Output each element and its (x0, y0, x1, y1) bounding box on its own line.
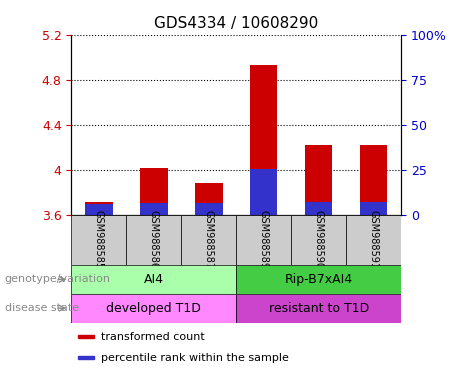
Bar (195, 203, 223, 215)
Bar (85, 202, 112, 215)
Text: AI4: AI4 (144, 273, 164, 286)
Bar (305, 202, 332, 215)
Bar (305, 145, 332, 215)
Bar (78, 356, 94, 359)
Text: GSM988591: GSM988591 (369, 210, 378, 270)
Bar (236, 265, 401, 294)
Text: Rip-B7xAI4: Rip-B7xAI4 (284, 273, 353, 286)
Bar (85, 204, 112, 215)
Bar (250, 169, 278, 215)
Bar (71, 294, 236, 323)
Bar (140, 168, 168, 215)
Text: GSM988585: GSM988585 (94, 210, 104, 270)
Bar (78, 335, 94, 338)
Bar (71, 265, 236, 294)
Text: resistant to T1D: resistant to T1D (269, 302, 369, 314)
Text: genotype/variation: genotype/variation (5, 274, 111, 285)
Text: GSM988587: GSM988587 (204, 210, 214, 270)
Bar (140, 203, 168, 215)
Text: GSM988590: GSM988590 (313, 210, 324, 270)
Bar (71, 215, 126, 265)
Text: GSM988586: GSM988586 (149, 210, 159, 270)
Bar (360, 145, 387, 215)
Bar (236, 294, 401, 323)
Text: disease state: disease state (5, 303, 79, 313)
Text: percentile rank within the sample: percentile rank within the sample (101, 353, 289, 362)
Bar (181, 215, 236, 265)
Text: developed T1D: developed T1D (106, 302, 201, 314)
Bar (360, 202, 387, 215)
Bar (250, 65, 278, 215)
Bar (291, 215, 346, 265)
Bar (195, 184, 223, 215)
Bar (126, 215, 181, 265)
Title: GDS4334 / 10608290: GDS4334 / 10608290 (154, 16, 319, 31)
Text: transformed count: transformed count (101, 331, 205, 341)
Text: GSM988589: GSM988589 (259, 210, 269, 270)
Bar (236, 215, 291, 265)
Bar (346, 215, 401, 265)
